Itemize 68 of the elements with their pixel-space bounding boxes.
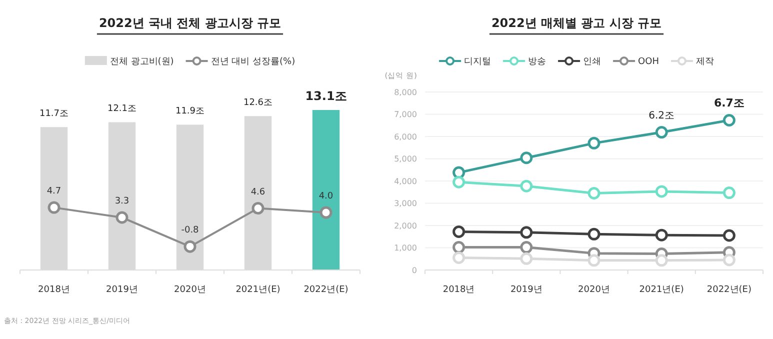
data-label: 13.1조: [305, 89, 347, 103]
annotation: 6.7조: [714, 96, 744, 110]
legend-label: 디지털: [464, 57, 492, 68]
y-tick-label: 2,000: [394, 221, 417, 230]
x-tick-label: 2021년(E): [639, 285, 684, 295]
point: [452, 166, 466, 179]
point: [520, 226, 533, 239]
point: [520, 180, 533, 192]
legend-label: 방송: [528, 57, 546, 68]
point: [320, 206, 332, 219]
point: [452, 241, 466, 254]
point: [588, 254, 600, 267]
annotation: 6.2조: [648, 110, 675, 122]
y-tick-label: 4,000: [394, 176, 417, 186]
x-tick-label: 2020년: [174, 285, 206, 295]
point: [722, 254, 736, 266]
point: [48, 201, 60, 214]
point: [452, 176, 466, 188]
point: [452, 252, 466, 264]
data-label: 4.7: [46, 186, 62, 197]
x-tick-label: 2022년(E): [304, 285, 348, 295]
point: [184, 240, 196, 253]
point: [722, 229, 736, 242]
x-tick-label: 2022년(E): [706, 285, 752, 295]
point: [722, 114, 736, 127]
point: [588, 186, 600, 200]
y-tick-label: 1,000: [394, 244, 417, 253]
point: [655, 254, 668, 267]
data-label: 12.6조: [243, 98, 273, 108]
point: [655, 126, 668, 139]
point: [722, 186, 736, 200]
x-tick-label: 2019년: [510, 285, 542, 295]
y-tick-label: 8,000: [394, 88, 417, 97]
point: [655, 228, 668, 242]
y-tick-label: 3,000: [394, 199, 417, 208]
x-tick-label: 2018년: [442, 285, 475, 295]
point: [520, 241, 533, 254]
point: [452, 225, 466, 238]
data-label: 11.7조: [39, 109, 69, 120]
x-tick-label: 2018년: [38, 285, 70, 295]
data-label: 12.1조: [107, 104, 137, 114]
point: [116, 211, 128, 224]
point: [588, 136, 600, 150]
y-tick-label: 6,000: [394, 132, 417, 142]
data-label: -0.8: [181, 226, 200, 236]
data-label: 11.9조: [175, 106, 205, 117]
x-tick-label: 2019년: [106, 285, 138, 295]
point: [588, 228, 600, 240]
legend-label: 전년 대비 성장률(%): [210, 57, 296, 68]
point: [252, 202, 264, 215]
legend-label: 제작: [696, 57, 714, 68]
y-tick-label: 7,000: [394, 110, 417, 120]
legend-label: OOH: [638, 57, 659, 68]
y-tick-label: 5,000: [394, 154, 417, 164]
chart-title: 2022년 국내 전체 광고시장 규모: [98, 16, 282, 30]
bar: [312, 110, 340, 270]
data-label: 4.6: [250, 187, 266, 198]
x-tick-label: 2020년: [578, 285, 610, 295]
data-label: 3.3: [114, 196, 130, 206]
point: [655, 185, 668, 198]
chart-title: 2022년 매체별 광고 시장 규모: [491, 16, 662, 30]
legend-label: 인쇄: [583, 57, 602, 68]
point: [520, 152, 533, 164]
x-tick-label: 2021년(E): [236, 285, 280, 295]
legend-label: 전체 광고비(원): [110, 57, 174, 68]
y-tick-label: 0: [412, 266, 417, 275]
point: [520, 252, 533, 265]
data-label: 4.0: [318, 192, 334, 202]
